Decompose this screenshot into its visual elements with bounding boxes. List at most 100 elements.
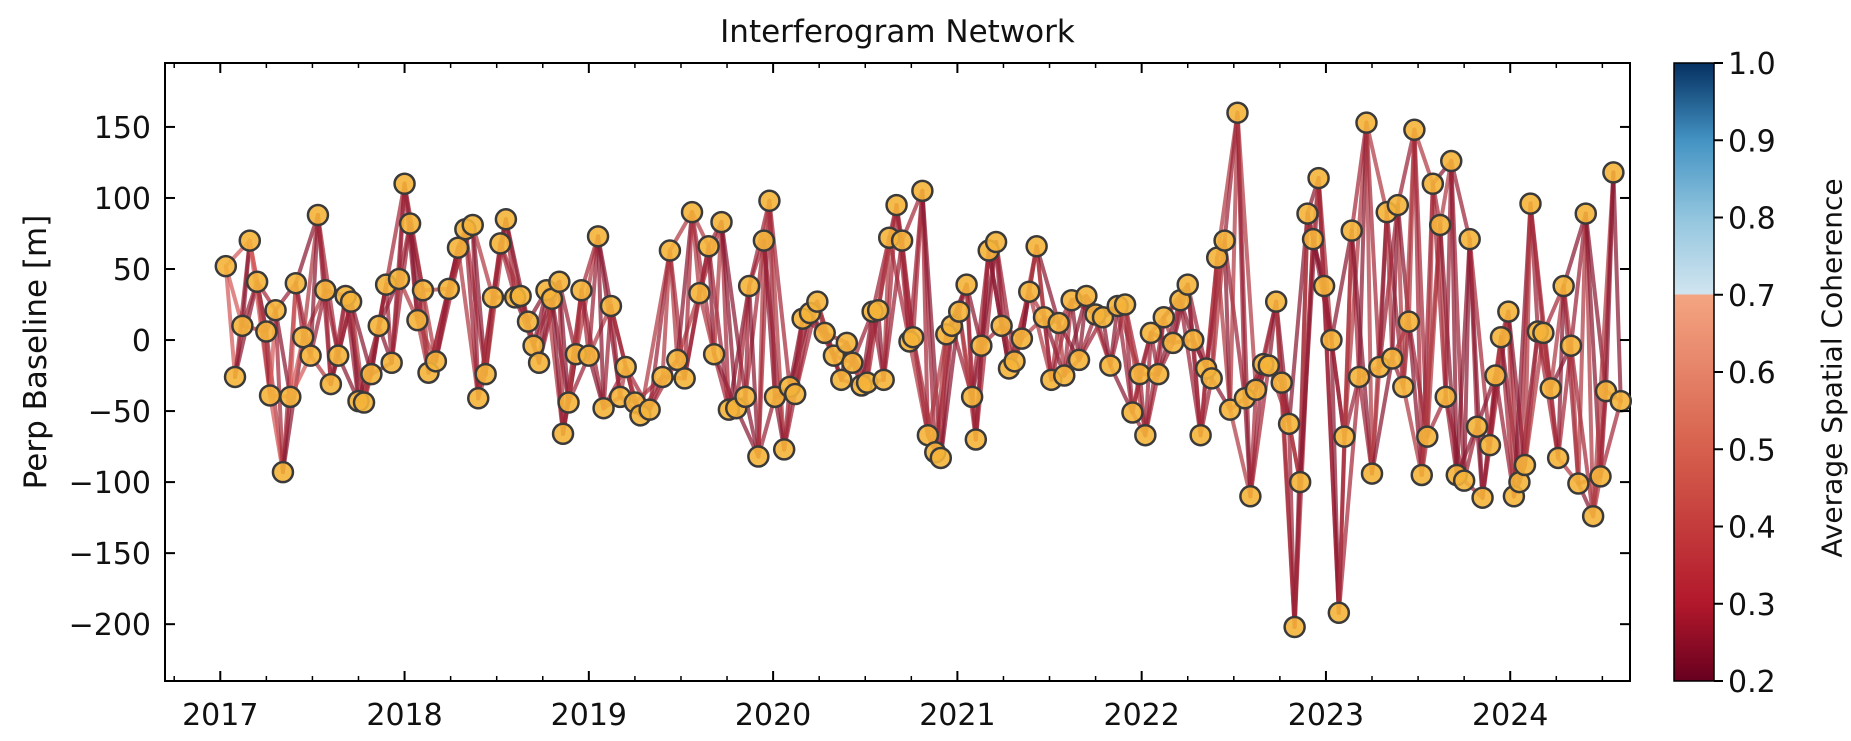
acquisition-node <box>437 277 461 301</box>
y-axis-ticks: 150 100 50 0 −50 −100 −150 −200 <box>69 111 1630 643</box>
acquisition-node <box>1609 389 1633 413</box>
acquisition-node <box>299 344 322 367</box>
acquisition-node <box>238 229 262 252</box>
acquisition-node <box>570 279 593 302</box>
network-edge <box>1228 110 1240 412</box>
acquisition-node <box>245 270 269 294</box>
acquisition-node <box>489 232 512 255</box>
colorbar <box>1673 62 1715 682</box>
acquisition-node <box>1410 463 1434 487</box>
acquisition-node <box>680 200 704 224</box>
network-edge <box>1604 170 1616 394</box>
acquisition-node <box>586 225 610 248</box>
acquisition-node <box>509 284 532 308</box>
acquisition-node <box>1264 290 1288 313</box>
acquisition-node <box>1602 161 1625 184</box>
acquisition-node <box>841 351 864 375</box>
acquisition-node <box>1539 377 1563 400</box>
acquisition-node <box>1581 504 1605 528</box>
network-edge <box>660 248 672 379</box>
acquisition-node <box>599 294 623 318</box>
acquisition-node <box>830 368 853 392</box>
acquisition-node <box>1360 462 1384 485</box>
acquisition-node <box>758 189 781 213</box>
network-edge <box>586 234 601 358</box>
acquisition-node <box>314 279 337 302</box>
acquisition-node <box>1392 375 1415 399</box>
acquisition-node <box>835 331 859 355</box>
acquisition-node <box>734 385 757 409</box>
network-edge <box>1364 120 1382 370</box>
colorbar-tick-label: 1.0 <box>1728 47 1776 82</box>
acquisition-node <box>231 314 254 338</box>
acquisition-node <box>255 320 278 343</box>
acquisition-node <box>911 179 934 203</box>
x-tick-label: 2021 <box>919 698 995 733</box>
acquisition-node <box>1003 350 1026 373</box>
acquisition-node <box>737 274 761 298</box>
acquisition-node <box>1176 273 1199 296</box>
acquisition-node <box>494 208 518 231</box>
acquisition-node <box>1047 311 1070 335</box>
acquisition-node <box>1355 111 1378 134</box>
network-edge <box>1062 298 1074 378</box>
acquisition-node <box>1239 485 1262 508</box>
network-edge <box>601 303 613 411</box>
acquisition-node <box>960 385 984 409</box>
acquisition-node <box>1139 321 1163 345</box>
acquisition-node <box>214 254 238 278</box>
network-edge <box>911 188 925 340</box>
acquisition-node <box>783 382 807 406</box>
acquisition-node <box>1452 469 1476 492</box>
acquisition-node <box>1128 362 1152 386</box>
acquisition-node <box>1182 328 1205 352</box>
network-edge <box>1364 120 1375 476</box>
acquisition-node <box>1574 202 1598 225</box>
acquisition-node <box>406 308 429 332</box>
network-edge <box>1475 424 1485 500</box>
acquisition-node <box>1218 398 1242 421</box>
y-axis-label: Perp Baseline [m] <box>18 214 54 490</box>
acquisition-node <box>284 271 308 295</box>
acquisition-node <box>1484 364 1507 387</box>
acquisition-node <box>1333 425 1356 448</box>
acquisition-node <box>291 325 315 349</box>
x-tick-label: 2018 <box>366 698 442 733</box>
network-edge <box>608 303 623 399</box>
colorbar-tick-label: 0.2 <box>1728 665 1776 700</box>
acquisition-node <box>551 422 575 446</box>
acquisition-node <box>752 229 776 252</box>
colorbar-ticks: 1.0 0.9 0.8 0.7 0.6 0.5 0.4 0.3 0.2 <box>1714 47 1776 700</box>
y-tick-label: −150 <box>69 537 151 572</box>
acquisition-node <box>1327 601 1351 625</box>
network-edge <box>1228 407 1253 499</box>
acquisition-node <box>970 334 993 357</box>
acquisition-node <box>319 372 343 396</box>
acquisition-node <box>527 351 551 375</box>
acquisition-node <box>1244 378 1268 402</box>
network-edge <box>747 284 761 459</box>
acquisition-node <box>772 438 796 461</box>
acquisition-node <box>1440 149 1463 173</box>
network-edge <box>1329 338 1341 615</box>
network-edge <box>596 234 606 411</box>
acquisition-node <box>223 365 247 389</box>
acquisition-node <box>1226 101 1249 124</box>
network-edge <box>323 288 333 387</box>
acquisition-node <box>1075 284 1098 308</box>
acquisition-node <box>1099 354 1122 377</box>
acquisition-node <box>1489 325 1513 349</box>
acquisition-node <box>1147 362 1170 386</box>
acquisition-node <box>271 460 295 484</box>
acquisition-node <box>1559 334 1583 357</box>
acquisition-node <box>1121 401 1144 424</box>
acquisition-node <box>1458 227 1481 251</box>
acquisition-node <box>813 321 836 345</box>
acquisition-node <box>901 325 925 349</box>
acquisition-node <box>1513 453 1537 477</box>
network-edge <box>293 213 320 286</box>
acquisition-node <box>279 385 302 409</box>
acquisition-node <box>1189 423 1212 447</box>
acquisition-node <box>1301 227 1325 251</box>
network-edge <box>470 222 496 300</box>
